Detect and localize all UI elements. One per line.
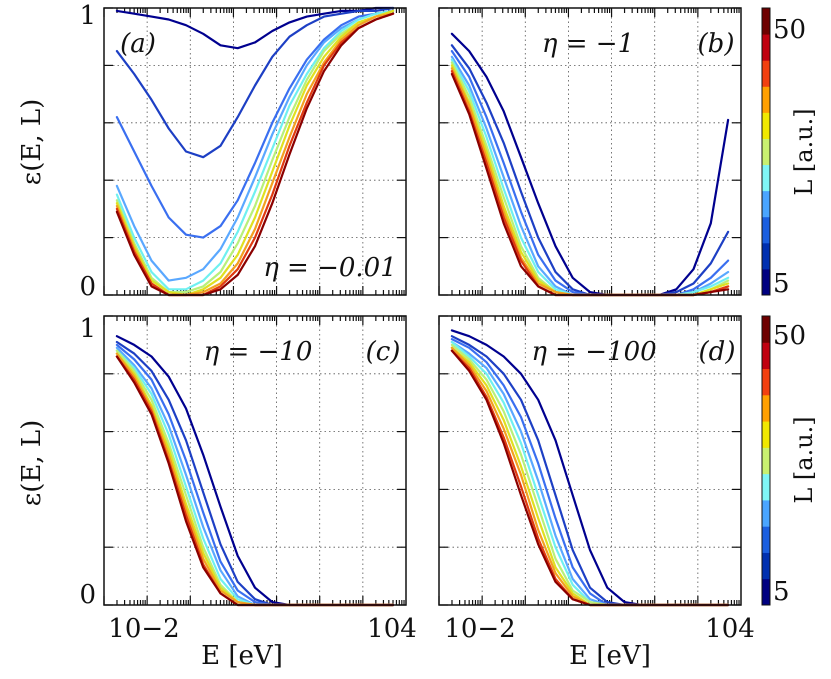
colorbar-segment (762, 526, 770, 553)
panel-label: (a) (120, 29, 156, 59)
colorbar-segment (762, 34, 770, 61)
xlabel: E [eV] (201, 641, 283, 671)
colorbar-segment (762, 190, 770, 218)
y-tick-label-0: 0 (79, 580, 96, 610)
x-tick-label-max: 104 (367, 614, 417, 644)
colorbar-tick-min: 5 (773, 269, 790, 299)
colorbar-label: L [a.u.] (790, 108, 818, 195)
series-line-L-10 (115, 6, 395, 159)
series-line-L-5 (115, 6, 395, 50)
panel-a: ε(E, L) 1 0 (a) η = −0.01 (17, 1, 397, 302)
axes-frame (438, 7, 742, 296)
axes-frame (103, 315, 407, 606)
plot-area (103, 6, 407, 297)
axes-frame (103, 7, 407, 296)
colorbar-frame (761, 315, 771, 606)
series-line-L-5 (115, 335, 395, 607)
series-line-L-10 (115, 340, 395, 607)
series-line-L-45 (450, 69, 730, 297)
plot-area (438, 7, 742, 297)
series-line-L-20 (115, 9, 395, 282)
series-line-L-20 (115, 346, 395, 607)
series-line-L-20 (450, 340, 730, 607)
panel-label: (c) (366, 337, 401, 367)
colorbar-segment (762, 242, 770, 270)
ylabel: ε(E, L) (17, 420, 47, 507)
panel-label: (d) (699, 337, 736, 367)
series-line-L-5 (450, 32, 730, 297)
colorbar-tick-max: 50 (773, 15, 806, 45)
colorbar-segment (762, 342, 770, 370)
x-tick-label-min: 10−2 (444, 614, 515, 644)
series-line-L-30 (115, 349, 395, 607)
plot-area (103, 315, 407, 607)
axes-frame (438, 315, 742, 606)
eta-label: η = −100 (531, 337, 656, 367)
colorbar-segment (762, 368, 770, 396)
colorbar-segment (762, 268, 770, 296)
series-line-L-35 (115, 9, 395, 297)
colorbar-segment (762, 138, 770, 166)
panel-d: η = −100 (d) 10−2 104 E [eV] 50 5 L [a.u… (444, 321, 818, 671)
colorbar-segment (762, 552, 770, 580)
colorbar-tick-max: 50 (773, 321, 806, 351)
eta-label: η = −1 (542, 29, 634, 59)
series-line-L-50 (450, 349, 730, 607)
colorbar-segment (762, 473, 770, 501)
colorbar-segment (762, 8, 770, 35)
colorbar (761, 315, 771, 606)
series-line-L-30 (115, 9, 395, 294)
colorbar-segment (762, 216, 770, 244)
series-line-L-45 (450, 349, 730, 607)
xlabel: E [eV] (569, 641, 651, 671)
series-line-L-15 (115, 9, 395, 239)
colorbar-tick-min: 5 (773, 577, 790, 607)
colorbar-label: L [a.u.] (790, 416, 818, 503)
colorbar-segment (762, 447, 770, 475)
y-tick-label-1: 1 (79, 314, 96, 344)
plot-area (438, 315, 742, 607)
eta-label: η = −10 (204, 337, 313, 367)
colorbar-segment (762, 499, 770, 527)
panel-c: ε(E, L) 1 0 η = −10 (c) 10−2 104 E [eV] (17, 314, 417, 671)
colorbar-segment (762, 394, 770, 422)
colorbar (761, 7, 771, 296)
x-tick-label-max: 104 (705, 614, 755, 644)
y-tick-label-1: 1 (79, 1, 96, 31)
colorbar-segment (762, 316, 770, 343)
eta-label: η = −0.01 (263, 253, 397, 283)
panels-group (103, 6, 771, 607)
colorbar-segment (762, 86, 770, 113)
colorbar-segment (762, 578, 770, 606)
x-tick-label-min: 10−2 (108, 614, 179, 644)
colorbar-segment (762, 164, 770, 192)
colorbar-frame (761, 7, 771, 296)
ylabel: ε(E, L) (17, 99, 47, 186)
series-line-L-50 (115, 12, 395, 297)
y-tick-label-0: 0 (79, 272, 96, 302)
panel-b: η = −1 (b) 50 5 L [a.u.] (542, 15, 818, 299)
colorbar-segment (762, 112, 770, 139)
panel-label: (b) (698, 29, 735, 59)
colorbar-segment (762, 421, 770, 448)
colorbar-segment (762, 60, 770, 87)
series-line-L-25 (115, 9, 395, 291)
series-line-L-25 (450, 340, 730, 607)
series-line-L-25 (115, 349, 395, 607)
